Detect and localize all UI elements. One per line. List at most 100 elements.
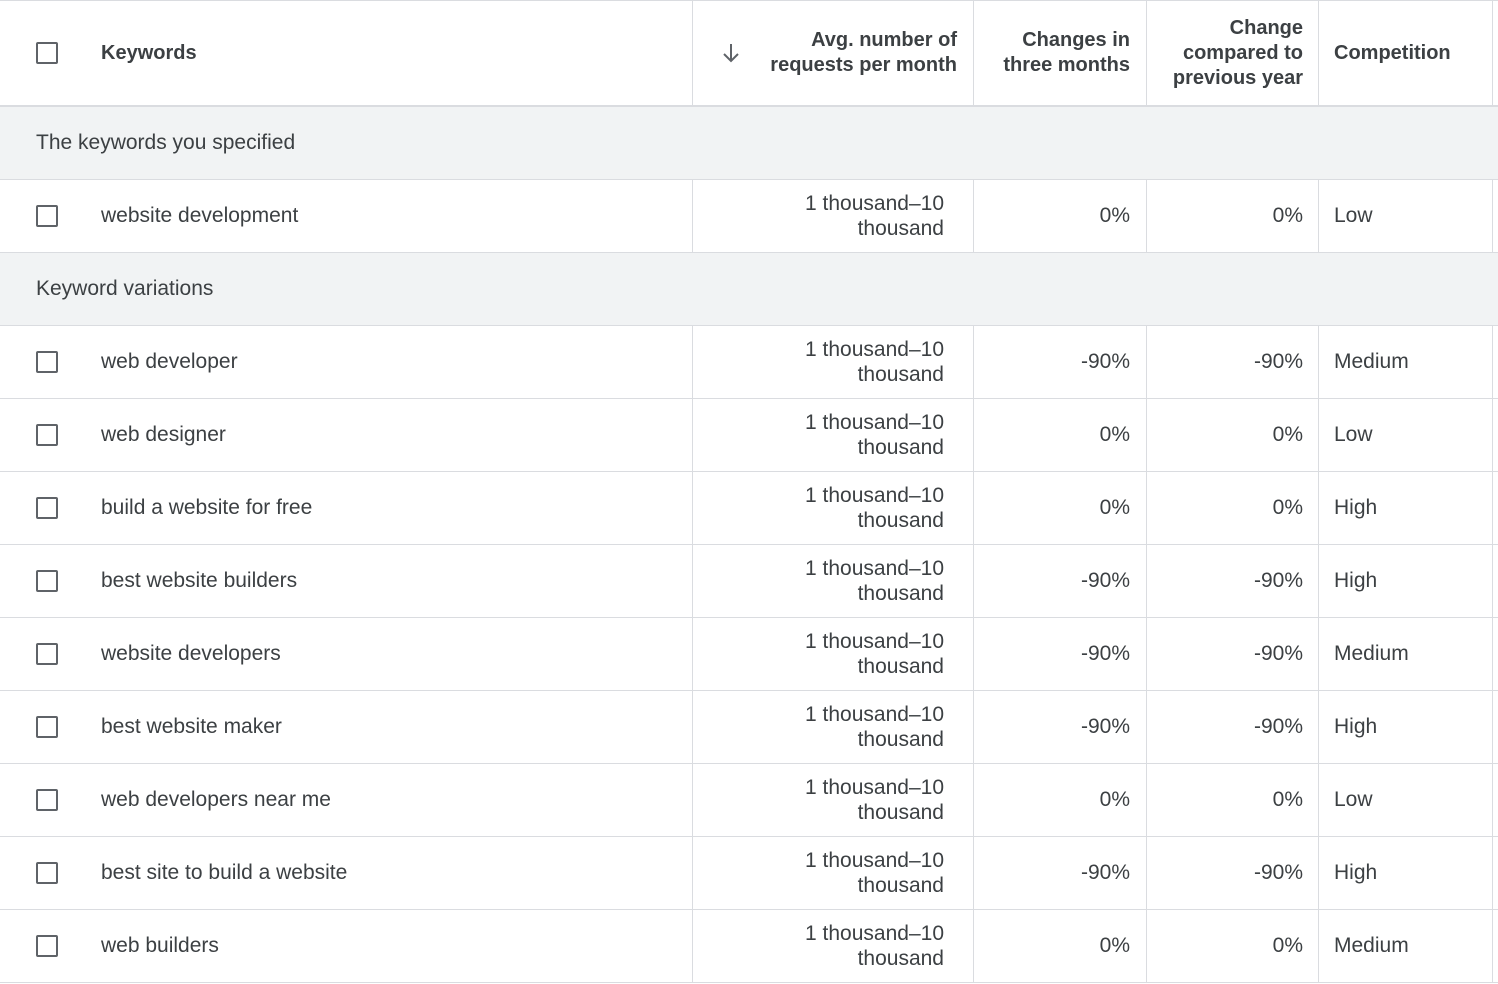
avg-requests-line2: thousand [857,436,944,459]
yoy-change-value: -90% [1253,715,1303,738]
three-month-change-cell: -90% [974,837,1147,909]
keyword-text: best site to build a website [101,861,348,884]
three-month-change-value: 0% [1099,204,1130,227]
three-month-change-value: -90% [1080,715,1130,738]
keyword-cell: best website maker [101,691,693,763]
keyword-text: web developers near me [101,788,331,811]
column-header-avg-requests[interactable]: Avg. number of requests per month [769,1,974,105]
three-month-change-value: 0% [1099,934,1130,957]
row-checkbox[interactable] [36,716,58,738]
select-all-cell [0,1,101,105]
competition-value: Low [1334,204,1373,227]
avg-requests-line1: 1 thousand–10 [805,484,944,507]
column-header-three-months[interactable]: Changes in three months [974,1,1147,105]
competition-cell: High [1319,545,1493,617]
yoy-change-value: -90% [1253,861,1303,884]
competition-value: Low [1334,788,1373,811]
row-checkbox[interactable] [36,205,58,227]
keyword-cell: web developers near me [101,764,693,836]
column-header-avg-line1: Avg. number of [811,29,957,51]
competition-value: High [1334,715,1378,738]
keyword-cell: web developer [101,326,693,398]
sort-toggle[interactable] [693,1,769,105]
table-row[interactable]: web designer 1 thousand–10 thousand 0% 0… [0,399,1498,472]
competition-value: Medium [1334,642,1409,665]
arrow-down-icon[interactable] [719,41,743,65]
row-checkbox[interactable] [36,643,58,665]
table-row[interactable]: web developer 1 thousand–10 thousand -90… [0,326,1498,399]
keyword-cell: website development [101,180,693,252]
three-month-change-value: -90% [1080,861,1130,884]
avg-requests-cell: 1 thousand–10 thousand [693,910,974,982]
three-month-change-cell: -90% [974,691,1147,763]
row-checkbox[interactable] [36,424,58,446]
table-row[interactable]: best website maker 1 thousand–10 thousan… [0,691,1498,764]
column-header-keywords[interactable]: Keywords [101,1,693,105]
avg-requests-line1: 1 thousand–10 [805,411,944,434]
yoy-change-cell: 0% [1147,472,1319,544]
three-month-change-cell: 0% [974,180,1147,252]
three-month-change-value: 0% [1099,496,1130,519]
yoy-change-cell: 0% [1147,764,1319,836]
table-row[interactable]: best website builders 1 thousand–10 thou… [0,545,1498,618]
yoy-change-cell: -90% [1147,837,1319,909]
avg-requests-line2: thousand [857,947,944,970]
avg-requests-cell: 1 thousand–10 thousand [693,837,974,909]
row-checkbox-cell [0,618,101,690]
yoy-change-cell: -90% [1147,326,1319,398]
competition-cell: Low [1319,180,1493,252]
avg-requests-cell: 1 thousand–10 thousand [693,618,974,690]
column-header-yoy-line3: previous year [1172,66,1303,89]
competition-value: Medium [1334,934,1409,957]
table-row[interactable]: web builders 1 thousand–10 thousand 0% 0… [0,910,1498,983]
avg-requests-line1: 1 thousand–10 [805,776,944,799]
row-checkbox[interactable] [36,497,58,519]
select-all-checkbox[interactable] [36,42,58,64]
row-checkbox-cell [0,691,101,763]
keyword-text: web builders [101,934,219,957]
table-row[interactable]: build a website for free 1 thousand–10 t… [0,472,1498,545]
table-row[interactable]: website developers 1 thousand–10 thousan… [0,618,1498,691]
table-row[interactable]: web developers near me 1 thousand–10 tho… [0,764,1498,837]
row-checkbox[interactable] [36,351,58,373]
row-checkbox[interactable] [36,570,58,592]
avg-requests-line2: thousand [857,801,944,824]
avg-requests-line1: 1 thousand–10 [805,922,944,945]
row-checkbox[interactable] [36,862,58,884]
avg-requests-line1: 1 thousand–10 [805,703,944,726]
yoy-change-value: 0% [1272,423,1303,446]
competition-cell: Low [1319,399,1493,471]
avg-requests-cell: 1 thousand–10 thousand [693,691,974,763]
keyword-text: web developer [101,350,238,373]
keyword-text: build a website for free [101,496,313,519]
three-month-change-cell: -90% [974,326,1147,398]
keyword-text: web designer [101,423,226,446]
avg-requests-line1: 1 thousand–10 [805,557,944,580]
keyword-text: best website maker [101,715,282,738]
competition-value: High [1334,861,1378,884]
competition-cell: Medium [1319,618,1493,690]
competition-value: Low [1334,423,1373,446]
yoy-change-cell: 0% [1147,399,1319,471]
column-header-keywords-label: Keywords [101,41,197,64]
three-month-change-cell: 0% [974,399,1147,471]
three-month-change-cell: -90% [974,618,1147,690]
column-header-yoy[interactable]: Change compared to previous year [1147,1,1319,105]
table-row[interactable]: website development 1 thousand–10 thousa… [0,180,1498,253]
table-row[interactable]: best site to build a website 1 thousand–… [0,837,1498,910]
column-header-yoy-line2: compared to [1182,41,1303,64]
three-month-change-value: 0% [1099,788,1130,811]
three-month-change-cell: -90% [974,545,1147,617]
yoy-change-value: 0% [1272,788,1303,811]
avg-requests-line2: thousand [857,874,944,897]
row-checkbox[interactable] [36,935,58,957]
avg-requests-line2: thousand [857,728,944,751]
section-header: The keywords you specified [0,107,1498,180]
row-checkbox[interactable] [36,789,58,811]
column-header-competition[interactable]: Competition [1319,1,1493,105]
avg-requests-cell: 1 thousand–10 thousand [693,326,974,398]
row-checkbox-cell [0,472,101,544]
keyword-cell: web builders [101,910,693,982]
keyword-cell: build a website for free [101,472,693,544]
avg-requests-line1: 1 thousand–10 [805,630,944,653]
